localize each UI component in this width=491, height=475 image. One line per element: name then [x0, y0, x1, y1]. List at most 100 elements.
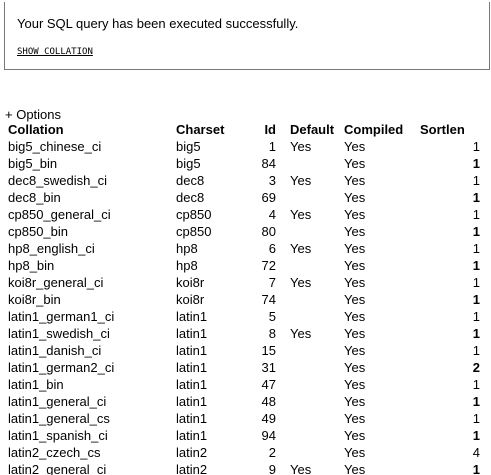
cell-compiled: Yes — [344, 326, 366, 341]
column-header-default[interactable]: Default — [290, 122, 335, 137]
column-header-id[interactable]: Id — [264, 122, 276, 137]
table-row: latin1_german2_ci latin1 31 Yes 2 — [6, 359, 481, 376]
cell-collation: latin1_german1_ci — [8, 309, 115, 324]
cell-collation: latin1_general_ci — [8, 394, 107, 409]
cell-id: 3 — [268, 173, 276, 188]
cell-compiled: Yes — [344, 258, 366, 273]
cell-sortlen: 1 — [472, 462, 480, 475]
cell-id: 69 — [261, 190, 276, 205]
column-header-compiled[interactable]: Compiled — [344, 122, 404, 137]
cell-charset: latin1 — [176, 326, 208, 341]
results-table: Collation Charset Id Default Compiled So… — [6, 121, 481, 475]
cell-default — [278, 189, 342, 206]
cell-compiled: Yes — [344, 173, 366, 188]
cell-collation: big5_bin — [8, 156, 58, 171]
cell-sortlen: 1 — [472, 241, 480, 256]
cell-compiled: Yes — [344, 411, 366, 426]
cell-id: 8 — [268, 326, 276, 341]
cell-default — [278, 257, 342, 274]
cell-sortlen: 1 — [472, 207, 480, 222]
cell-default: Yes — [290, 139, 312, 154]
cell-charset: koi8r — [176, 292, 205, 307]
cell-default — [278, 291, 342, 308]
cell-id: 94 — [261, 428, 276, 443]
cell-sortlen: 1 — [472, 258, 480, 273]
cell-default: Yes — [290, 173, 312, 188]
table-row: latin1_general_ci latin1 48 Yes 1 — [6, 393, 481, 410]
cell-compiled: Yes — [344, 224, 366, 239]
cell-default: Yes — [290, 275, 312, 290]
cell-id: 84 — [261, 156, 276, 171]
cell-default: Yes — [290, 462, 312, 475]
cell-charset: latin1 — [176, 377, 208, 392]
cell-sortlen: 1 — [472, 377, 480, 392]
cell-charset: koi8r — [176, 275, 205, 290]
cell-collation: latin2_czech_cs — [8, 445, 101, 460]
table-row: koi8r_bin koi8r 74 Yes 1 — [6, 291, 481, 308]
cell-sortlen: 1 — [472, 326, 480, 341]
cell-charset: dec8 — [176, 190, 205, 205]
cell-id: 15 — [261, 343, 276, 358]
cell-collation: latin2_general_ci — [8, 462, 107, 475]
cell-compiled: Yes — [344, 241, 366, 256]
cell-id: 5 — [268, 309, 276, 324]
cell-sortlen: 1 — [472, 343, 480, 358]
cell-sortlen: 1 — [472, 394, 480, 409]
cell-id: 2 — [268, 445, 276, 460]
cell-compiled: Yes — [344, 462, 366, 475]
cell-collation: koi8r_bin — [8, 292, 61, 307]
table-row: latin2_general_ci latin2 9 Yes Yes 1 — [6, 461, 481, 475]
cell-collation: dec8_swedish_ci — [8, 173, 108, 188]
cell-id: 74 — [261, 292, 276, 307]
cell-default: Yes — [290, 207, 312, 222]
cell-compiled: Yes — [344, 190, 366, 205]
cell-default — [278, 155, 342, 172]
cell-charset: big5 — [176, 139, 201, 154]
cell-id: 4 — [268, 207, 276, 222]
cell-default — [278, 223, 342, 240]
cell-sortlen: 2 — [472, 360, 480, 375]
cell-id: 9 — [268, 462, 276, 475]
cell-sortlen: 4 — [472, 445, 480, 460]
column-header-collation[interactable]: Collation — [8, 122, 64, 137]
cell-default — [278, 308, 342, 325]
cell-sortlen: 1 — [472, 292, 480, 307]
cell-charset: latin1 — [176, 360, 208, 375]
cell-default: Yes — [290, 241, 312, 256]
table-row: latin1_bin latin1 47 Yes 1 — [6, 376, 481, 393]
cell-sortlen: 1 — [472, 224, 480, 239]
cell-id: 47 — [261, 377, 276, 392]
cell-charset: dec8 — [176, 173, 205, 188]
cell-id: 1 — [268, 139, 276, 154]
cell-default — [278, 359, 342, 376]
success-message: Your SQL query has been executed success… — [17, 16, 299, 31]
cell-charset: latin2 — [176, 462, 208, 475]
cell-collation: latin1_general_cs — [8, 411, 110, 426]
cell-collation: latin1_swedish_ci — [8, 326, 110, 341]
column-header-charset[interactable]: Charset — [176, 122, 225, 137]
table-row: latin1_spanish_ci latin1 94 Yes 1 — [6, 427, 481, 444]
column-header-sortlen[interactable]: Sortlen — [420, 122, 465, 137]
cell-compiled: Yes — [344, 292, 366, 307]
success-message-box: Your SQL query has been executed success… — [4, 2, 490, 70]
cell-collation: hp8_english_ci — [8, 241, 95, 256]
cell-id: 7 — [268, 275, 276, 290]
cell-compiled: Yes — [344, 207, 366, 222]
table-row: latin2_czech_cs latin2 2 Yes 4 — [6, 444, 481, 461]
cell-charset: latin1 — [176, 411, 208, 426]
sql-query-link[interactable]: SHOW COLLATION — [17, 47, 93, 57]
cell-collation: big5_chinese_ci — [8, 139, 102, 154]
cell-default — [278, 376, 342, 393]
cell-collation: latin1_bin — [8, 377, 64, 392]
cell-sortlen: 1 — [472, 190, 480, 205]
cell-sortlen: 1 — [472, 139, 480, 154]
cell-id: 6 — [268, 241, 276, 256]
options-toggle[interactable]: + Options — [5, 107, 62, 122]
cell-compiled: Yes — [344, 309, 366, 324]
table-row: latin1_swedish_ci latin1 8 Yes Yes 1 — [6, 325, 481, 342]
cell-default — [278, 444, 342, 461]
table-row: cp850_bin cp850 80 Yes 1 — [6, 223, 481, 240]
cell-sortlen: 1 — [472, 309, 480, 324]
cell-compiled: Yes — [344, 139, 366, 154]
